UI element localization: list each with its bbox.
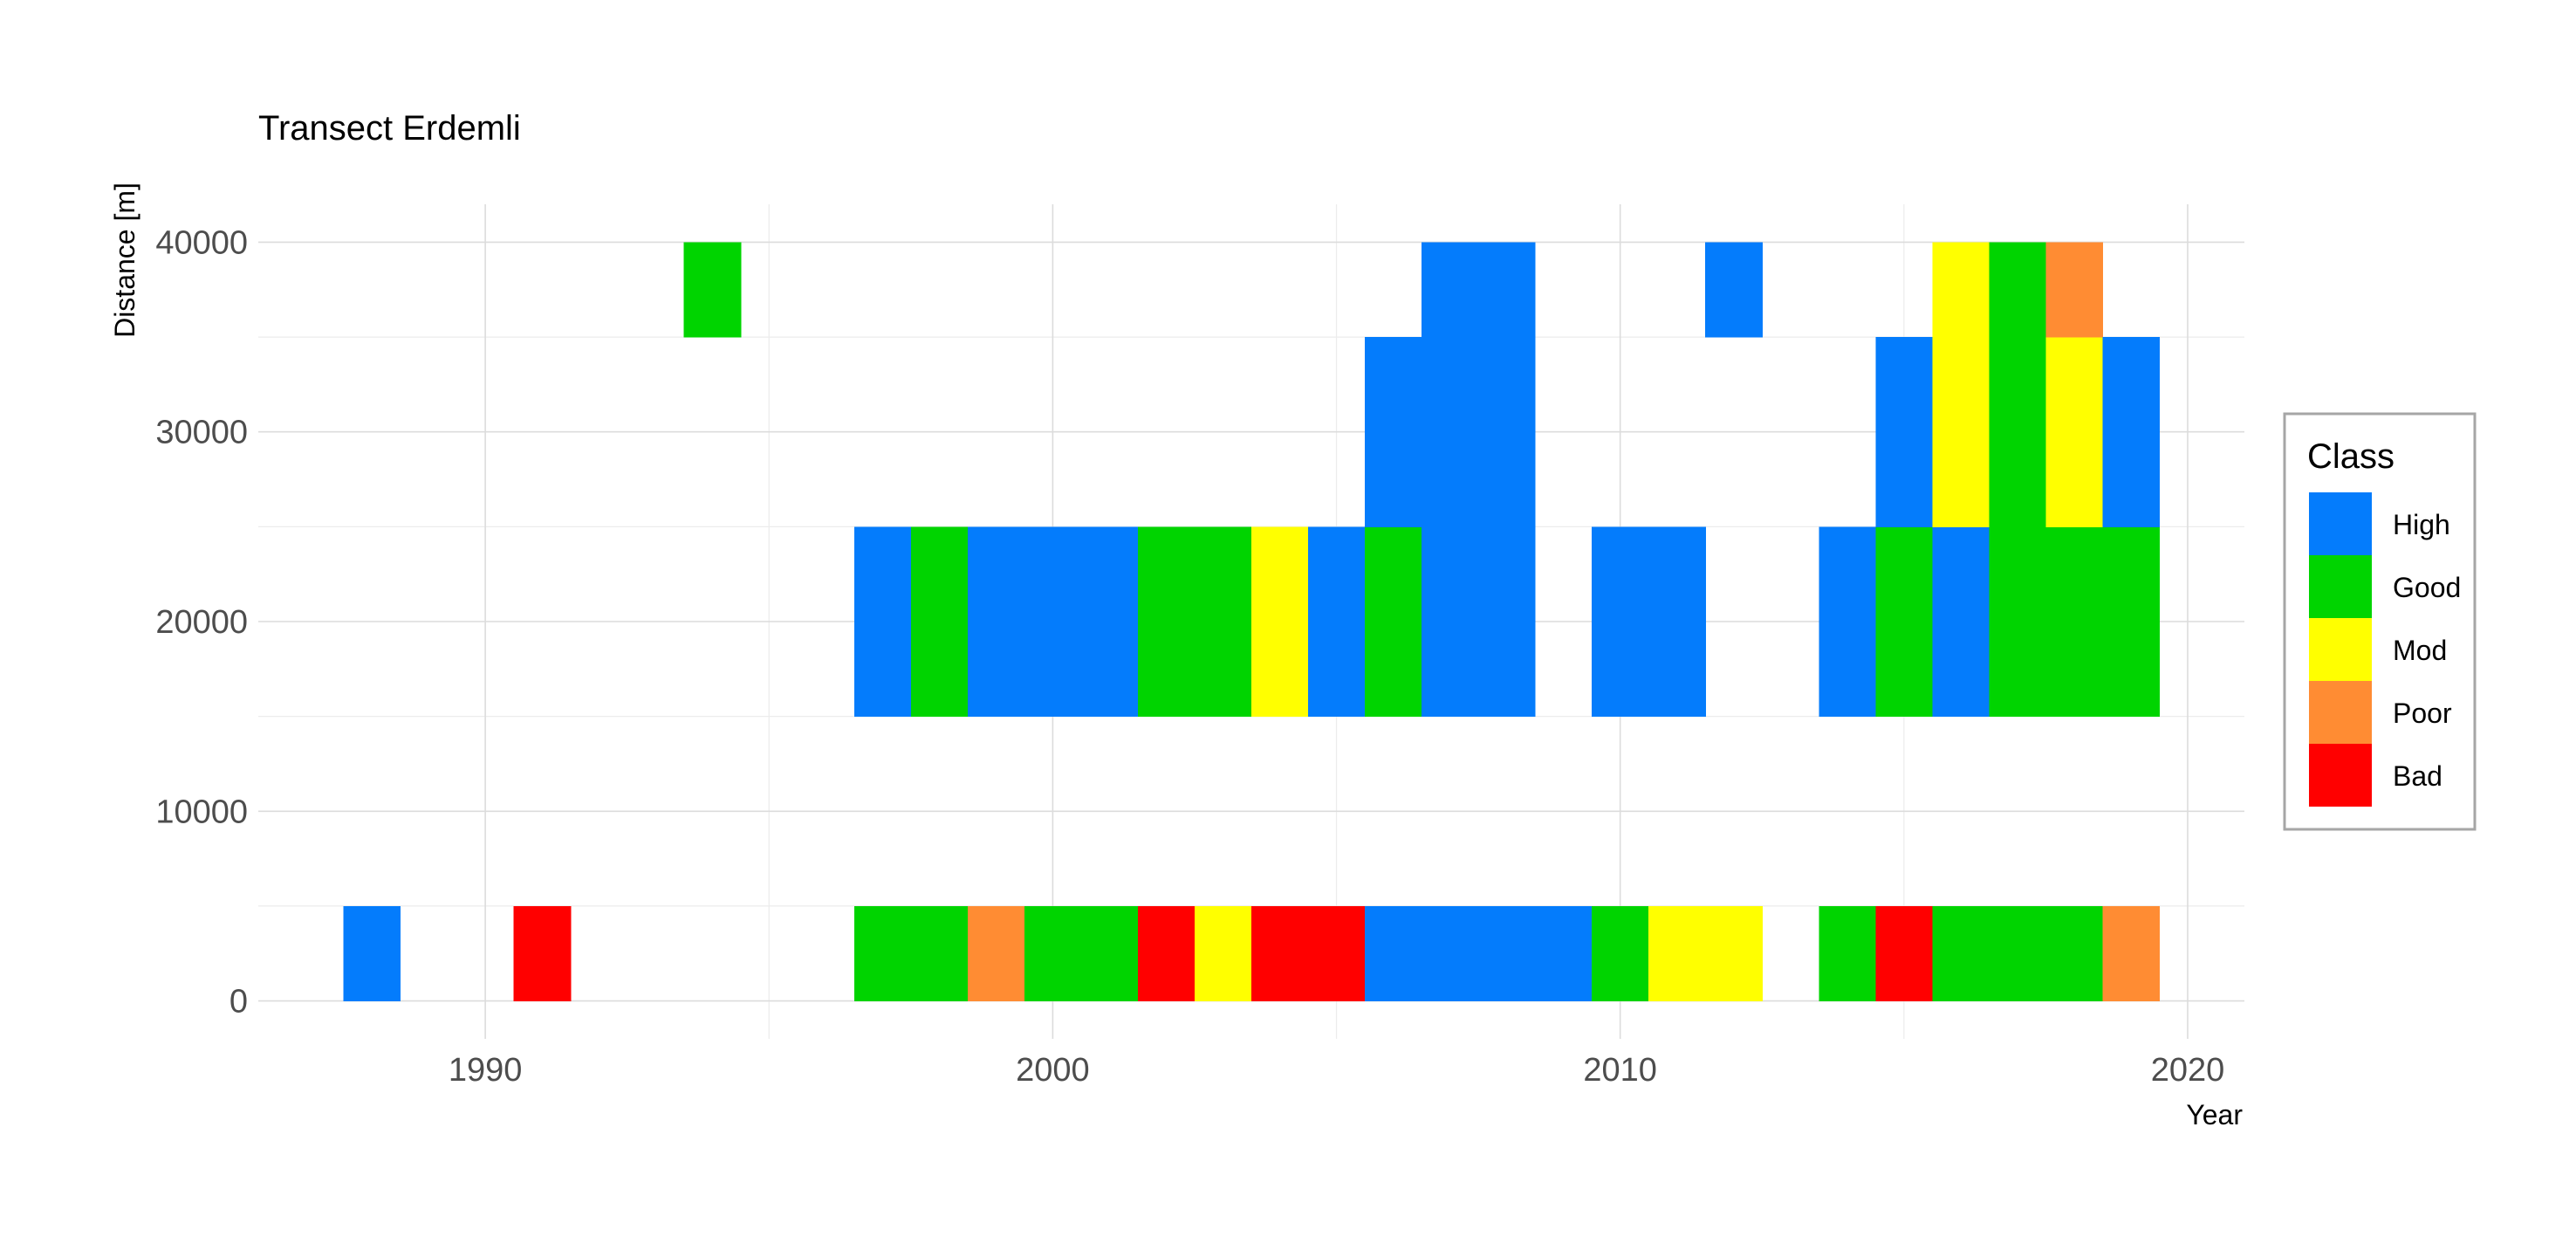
legend-label-poor: Poor <box>2393 698 2452 729</box>
heatmap-cell <box>1989 526 2046 718</box>
heatmap-cell <box>1592 526 1649 718</box>
heatmap-cell <box>1365 337 1422 527</box>
heatmap-cell <box>1194 905 1252 1002</box>
heatmap-cell <box>1194 526 1252 718</box>
heatmap-cell <box>513 905 572 1002</box>
heatmap-cells <box>343 242 2161 1002</box>
legend-label-bad: Bad <box>2393 760 2442 792</box>
heatmap-cell <box>1592 905 1649 1002</box>
heatmap-cell <box>1080 905 1139 1002</box>
y-axis-ticks: 0 10000 20000 30000 40000 <box>155 224 248 1020</box>
heatmap-cell <box>1932 905 1990 1002</box>
heatmap-cell <box>1251 526 1309 718</box>
heatmap-cell <box>2045 905 2104 1002</box>
heatmap-cell <box>1932 337 1990 527</box>
heatmap-cell <box>2045 526 2104 718</box>
heatmap-cell <box>1989 905 2046 1002</box>
heatmap-cell <box>1024 905 1082 1002</box>
heatmap-cell <box>1875 337 1933 527</box>
heatmap-cell <box>1535 905 1593 1002</box>
heatmap-cell <box>1478 242 1536 338</box>
heatmap-cell <box>1024 526 1082 718</box>
x-axis-title: Year <box>2186 1099 2243 1130</box>
heatmap-cell <box>1422 526 1479 718</box>
heatmap-cell <box>1251 905 1309 1002</box>
heatmap-cell <box>1989 337 2046 527</box>
legend-key-good <box>2309 555 2372 618</box>
legend-label-good: Good <box>2393 572 2461 603</box>
heatmap-cell <box>1365 905 1422 1002</box>
x-axis-ticks: 1990 2000 2010 2020 <box>449 1052 2224 1089</box>
legend-key-bad <box>2309 744 2372 807</box>
heatmap-cell <box>1819 905 1876 1002</box>
heatmap-cell <box>967 905 1025 1002</box>
x-tick-label: 2000 <box>1016 1052 1090 1089</box>
x-tick-label: 2020 <box>2151 1052 2225 1089</box>
heatmap-cell <box>2102 526 2161 718</box>
heatmap-cell <box>1137 526 1196 718</box>
legend-key-poor <box>2309 681 2372 744</box>
legend-key-high <box>2309 492 2372 555</box>
chart-title: Transect Erdemli <box>258 109 521 148</box>
x-tick-label: 1990 <box>449 1052 523 1089</box>
y-tick-label: 40000 <box>155 224 248 261</box>
heatmap-cell <box>2102 337 2161 527</box>
heatmap-cell <box>1932 526 1990 718</box>
heatmap-cell <box>910 526 969 718</box>
heatmap-cell <box>1308 905 1366 1002</box>
heatmap-cell <box>1422 242 1479 338</box>
heatmap-cell <box>1875 905 1933 1002</box>
heatmap-cell <box>1478 526 1536 718</box>
heatmap-cell <box>1478 337 1536 527</box>
heatmap-cell <box>2045 242 2104 338</box>
legend-key-mod <box>2309 618 2372 681</box>
heatmap-cell <box>967 526 1025 718</box>
legend-title: Class <box>2307 437 2394 476</box>
y-tick-label: 20000 <box>155 604 248 641</box>
heatmap-cell <box>1648 905 1706 1002</box>
heatmap-cell <box>1819 526 1876 718</box>
heatmap-cell <box>343 905 401 1002</box>
heatmap-cell <box>1080 526 1139 718</box>
heatmap-cell <box>1932 242 1990 338</box>
heatmap-cell <box>853 905 912 1002</box>
heatmap-cell <box>2102 905 2161 1002</box>
heatmap-cell <box>853 526 912 718</box>
heatmap-cell <box>1989 242 2046 338</box>
heatmap-cell <box>1422 337 1479 527</box>
y-tick-label: 30000 <box>155 415 248 451</box>
heatmap-cell <box>683 242 742 338</box>
heatmap-cell <box>1705 242 1763 338</box>
y-axis-title: Distance [m] <box>109 182 140 338</box>
heatmap-cell <box>910 905 969 1002</box>
heatmap-cell <box>1422 905 1479 1002</box>
heatmap-cell <box>1308 526 1366 718</box>
heatmap-cell <box>1875 526 1933 718</box>
heatmap-cell <box>2045 337 2104 527</box>
heatmap-cell <box>1365 526 1422 718</box>
heatmap-cell <box>1705 905 1763 1002</box>
legend: Class High Good Mod Poor Bad <box>2283 412 2477 831</box>
heatmap-cell <box>1137 905 1196 1002</box>
y-tick-label: 0 <box>230 984 248 1021</box>
legend-label-high: High <box>2393 509 2450 540</box>
heatmap-cell <box>1478 905 1536 1002</box>
y-tick-label: 10000 <box>155 794 248 830</box>
legend-label-mod: Mod <box>2393 635 2447 666</box>
heatmap-cell <box>1648 526 1706 718</box>
x-tick-label: 2010 <box>1583 1052 1657 1089</box>
